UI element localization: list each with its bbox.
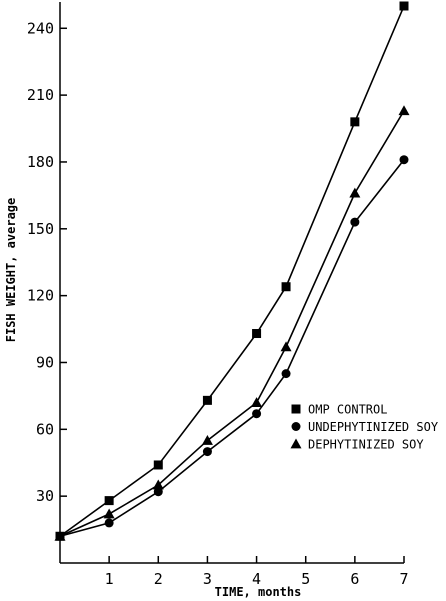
x-ticks: 1 2 3 4 5 6 7 bbox=[105, 556, 409, 588]
dephytinized-soy-point bbox=[103, 508, 115, 519]
dephytinized-soy-point bbox=[280, 341, 292, 352]
undephytinized-soy-point bbox=[252, 409, 262, 419]
series-undephytinized-soy bbox=[55, 155, 409, 541]
dephytinized-soy-point bbox=[54, 530, 66, 541]
legend-dephytinized-soy-point bbox=[290, 438, 302, 449]
legend-label: DEPHYTINIZED SOY bbox=[308, 438, 424, 452]
x-tick-label: 6 bbox=[350, 570, 359, 588]
y-tick-label: 60 bbox=[36, 420, 54, 438]
y-tick-label: 30 bbox=[36, 487, 54, 505]
undephytinized-soy-point bbox=[350, 217, 360, 227]
y-tick-label: 210 bbox=[27, 86, 54, 104]
x-tick-label: 5 bbox=[301, 570, 310, 588]
dephytinized-soy-point bbox=[349, 187, 361, 198]
omp-control-point bbox=[350, 117, 360, 127]
undephytinized-soy-point bbox=[104, 518, 114, 528]
dephytinized-soy-point bbox=[398, 105, 410, 116]
series-dephytinized-soy bbox=[54, 105, 410, 541]
undephytinized-soy-point bbox=[399, 155, 409, 165]
y-axis-title: FISH WEIGHT, average bbox=[4, 198, 18, 343]
x-axis-title: TIME, months bbox=[215, 585, 302, 599]
omp-control-point bbox=[202, 395, 212, 405]
x-tick-label: 7 bbox=[399, 570, 408, 588]
x-tick-label: 1 bbox=[105, 570, 114, 588]
omp-control-point bbox=[153, 460, 163, 470]
y-tick-label: 180 bbox=[27, 153, 54, 171]
legend-label: OMP CONTROL bbox=[308, 403, 387, 417]
y-tick-label: 90 bbox=[36, 353, 54, 371]
dephytinized-soy-point bbox=[251, 397, 263, 407]
dephytinized-soy-point bbox=[152, 479, 164, 490]
series-omp-control bbox=[55, 1, 409, 541]
series-line-dephytinized-soy bbox=[59, 110, 405, 537]
undephytinized-soy-point bbox=[281, 369, 291, 379]
dephytinized-soy-point bbox=[201, 434, 213, 445]
y-tick-label: 150 bbox=[27, 220, 54, 238]
series-layer bbox=[54, 1, 410, 541]
y-ticks: 30 60 90 120 150 180 210 240 bbox=[27, 19, 67, 505]
omp-control-point bbox=[104, 496, 114, 506]
legend-omp-control-point bbox=[291, 404, 301, 414]
y-tick-label: 120 bbox=[27, 287, 54, 305]
y-tick-label: 240 bbox=[27, 19, 54, 37]
legend: OMP CONTROL UNDEPHYTINIZED SOY DEPHYTINIZE… bbox=[290, 403, 439, 452]
x-tick-label: 2 bbox=[154, 570, 163, 588]
axes bbox=[59, 2, 404, 564]
omp-control-point bbox=[281, 282, 291, 292]
series-line-undephytinized-soy bbox=[59, 159, 405, 538]
series-line-omp-control bbox=[59, 5, 405, 537]
legend-undephytinized-soy-point bbox=[291, 422, 301, 431]
x-tick-label: 4 bbox=[252, 570, 261, 588]
omp-control-point bbox=[399, 1, 409, 11]
undephytinized-soy-point bbox=[153, 487, 163, 497]
legend-label: UNDEPHYTINIZED SOY bbox=[308, 420, 439, 434]
undephytinized-soy-point bbox=[202, 447, 212, 457]
x-tick-label: 3 bbox=[203, 570, 212, 588]
omp-control-point bbox=[252, 329, 262, 339]
